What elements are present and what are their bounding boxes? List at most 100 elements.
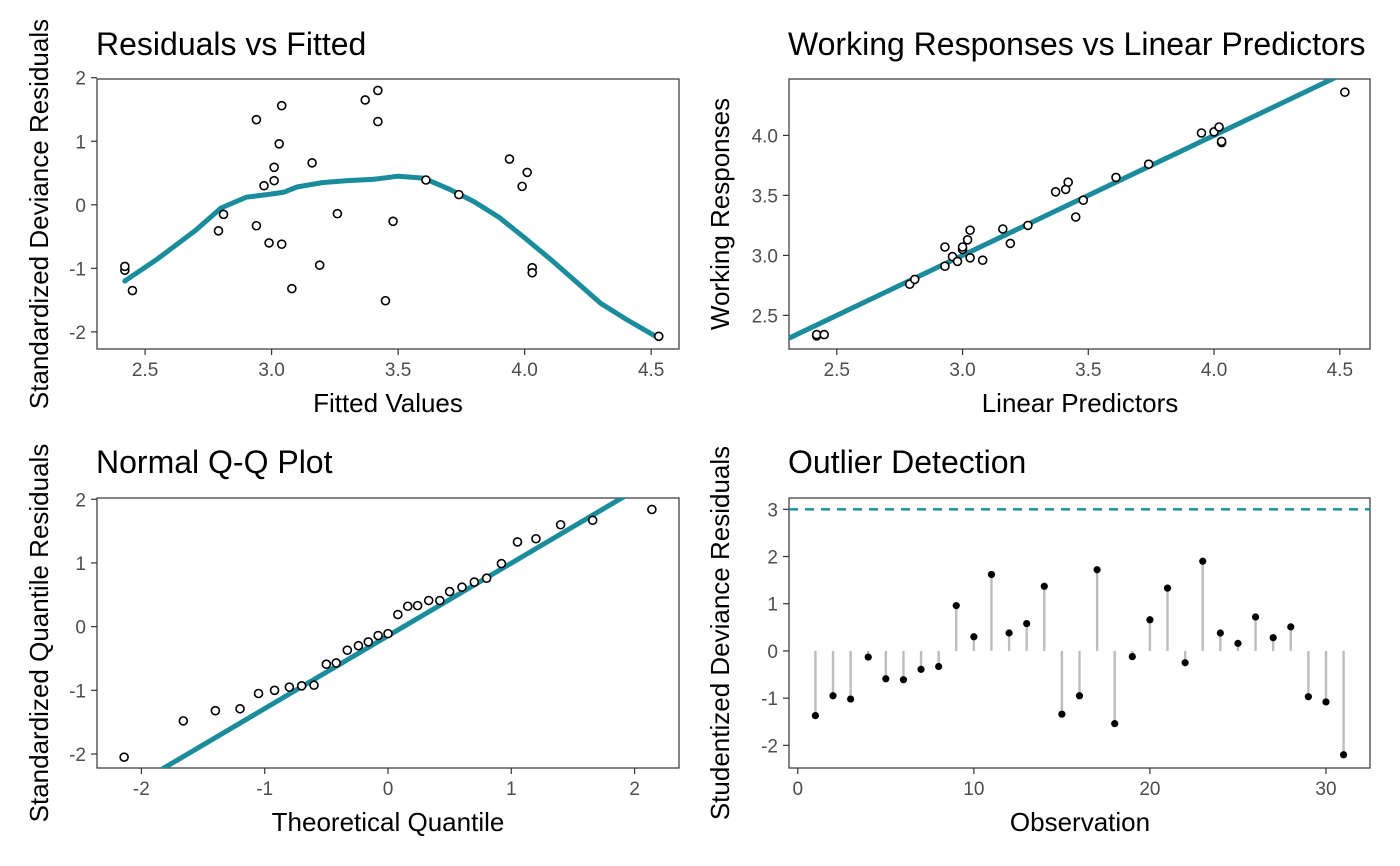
x-tick-label: 4.5 [638,360,664,381]
data-point [957,242,968,252]
data-point [909,274,920,285]
data-point [1075,692,1084,700]
data-point [269,162,279,173]
data-series [789,79,1350,341]
panel-normal-qq: Normal Q-Q Plot -2 -1 0 1 2 -2 -1 0 1 2 Theoreti… [24,444,680,837]
x-axis-label: Observation [1010,807,1150,837]
x-tick-label: 3.0 [258,360,284,381]
x-tick-label: 2.5 [824,360,850,381]
y-axis-label: Standardized Quantile Residuals [24,444,54,823]
plot-area [96,78,680,350]
data-point [1093,566,1101,574]
data-point [373,85,383,96]
panel-working-responses: Working Responses vs Linear Predictors 2… [705,26,1371,418]
data-point [444,586,455,597]
data-point [962,235,973,245]
chart-title: Outlier Detection [788,444,1026,480]
data-point [218,209,229,220]
data-point [1058,710,1066,718]
data-point [1322,698,1330,706]
x-tick-label: 20 [1139,779,1160,800]
data-point [587,515,598,526]
data-point [504,154,515,164]
data-point [127,285,138,296]
panel-outlier-detection: Outlier Detection 0 10 20 30 -2 -1 0 1 2 3 Obser… [705,444,1371,837]
data-point [264,238,274,248]
x-tick-label: 1 [506,779,517,800]
chart-title: Normal Q-Q Plot [96,444,333,480]
data-point [1063,177,1073,187]
data-point [1111,172,1121,183]
data-point [363,637,374,647]
y-tick-label: 1 [75,132,86,153]
data-point [647,504,657,515]
x-tick-label: 4.0 [1201,360,1227,381]
data-point [342,645,353,655]
data-point [847,695,855,703]
x-axis-label: Linear Predictors [982,388,1179,418]
y-tick-label: 3 [767,500,778,521]
y-tick-label: 3.0 [752,246,778,267]
data-point [1287,623,1295,631]
data-point [469,577,480,587]
y-tick-label: -1 [69,259,86,280]
y-tick-label: -2 [69,745,86,766]
x-axis: 0 10 20 30 [793,768,1337,800]
y-tick-label: 1 [75,554,86,575]
x-tick-label: 4.5 [1327,360,1353,381]
data-point [481,573,492,584]
data-point [1199,557,1207,565]
smooth-line [122,173,662,341]
data-point [987,570,996,579]
x-axis: -2 -1 0 1 2 [133,768,640,800]
y-tick-label: -2 [761,736,778,757]
data-point [1234,639,1242,647]
x-tick-label: -2 [133,779,150,800]
data-point [383,628,393,639]
x-tick-label: 10 [963,779,984,800]
y-axis-label: Working Responses [705,98,735,330]
data-point [314,260,325,270]
data-point [496,558,507,569]
data-point [1050,187,1061,197]
data-point [1251,613,1260,621]
data-point [457,582,467,592]
data-point [1111,720,1119,728]
data-point [1269,634,1277,642]
data-point [1128,653,1136,661]
data-point [276,239,287,249]
data-point [864,653,872,661]
y-axis: -2 -1 0 1 2 [69,69,97,344]
y-tick-label: -2 [69,323,86,344]
data-point [269,685,280,696]
data-point [421,175,431,185]
data-series [120,85,664,342]
data-point [1146,616,1154,624]
data-point [269,175,279,186]
y-tick-label: 2.5 [752,306,778,327]
data-point [332,208,343,219]
y-tick-label: 4.0 [752,126,778,147]
data-point [1216,629,1224,637]
x-tick-label: -1 [256,779,273,800]
data-point [178,716,189,726]
data-point [331,658,342,668]
data-point [965,225,975,235]
data-point [1339,751,1348,759]
data-point [412,600,423,611]
data-point [307,158,317,168]
data-point [388,216,398,227]
y-axis: -2 -1 0 1 2 [69,490,97,766]
data-point [287,283,297,294]
y-tick-label: 0 [75,618,86,639]
data-point [454,189,464,200]
x-tick-label: 4.0 [511,360,537,381]
data-point [653,331,664,342]
data-point [1143,159,1154,169]
data-point [120,261,130,272]
y-tick-label: 1 [767,595,778,616]
data-point [952,602,960,610]
y-axis-label: Studentized Deviance Residuals [705,446,735,820]
data-point [882,675,890,683]
y-tick-label: -1 [69,681,86,702]
